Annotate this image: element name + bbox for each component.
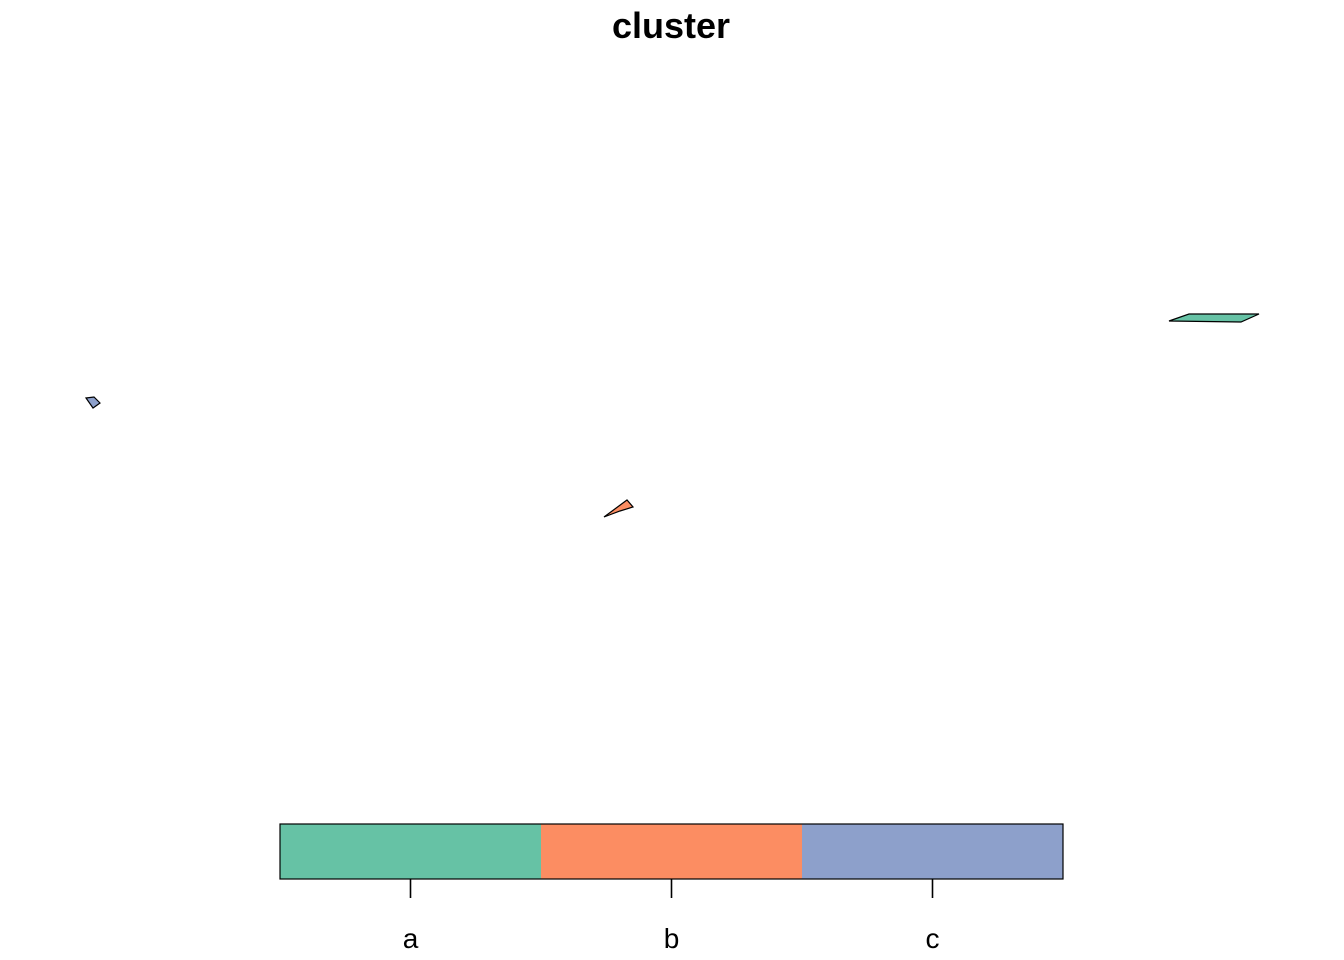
region-cluster-b [603, 499, 635, 518]
legend-label-b: b [664, 923, 680, 954]
region-cluster-c [84, 396, 101, 409]
map-regions [84, 313, 1260, 518]
legend-label-c: c [926, 923, 940, 954]
color-legend: a b c [279, 823, 1064, 954]
legend-swatch-a [280, 824, 541, 879]
legend-swatch-c [802, 824, 1063, 879]
legend-swatch-b [541, 824, 802, 879]
region-cluster-a [1168, 313, 1260, 323]
chart-title: cluster [612, 5, 730, 46]
legend-label-a: a [403, 923, 419, 954]
